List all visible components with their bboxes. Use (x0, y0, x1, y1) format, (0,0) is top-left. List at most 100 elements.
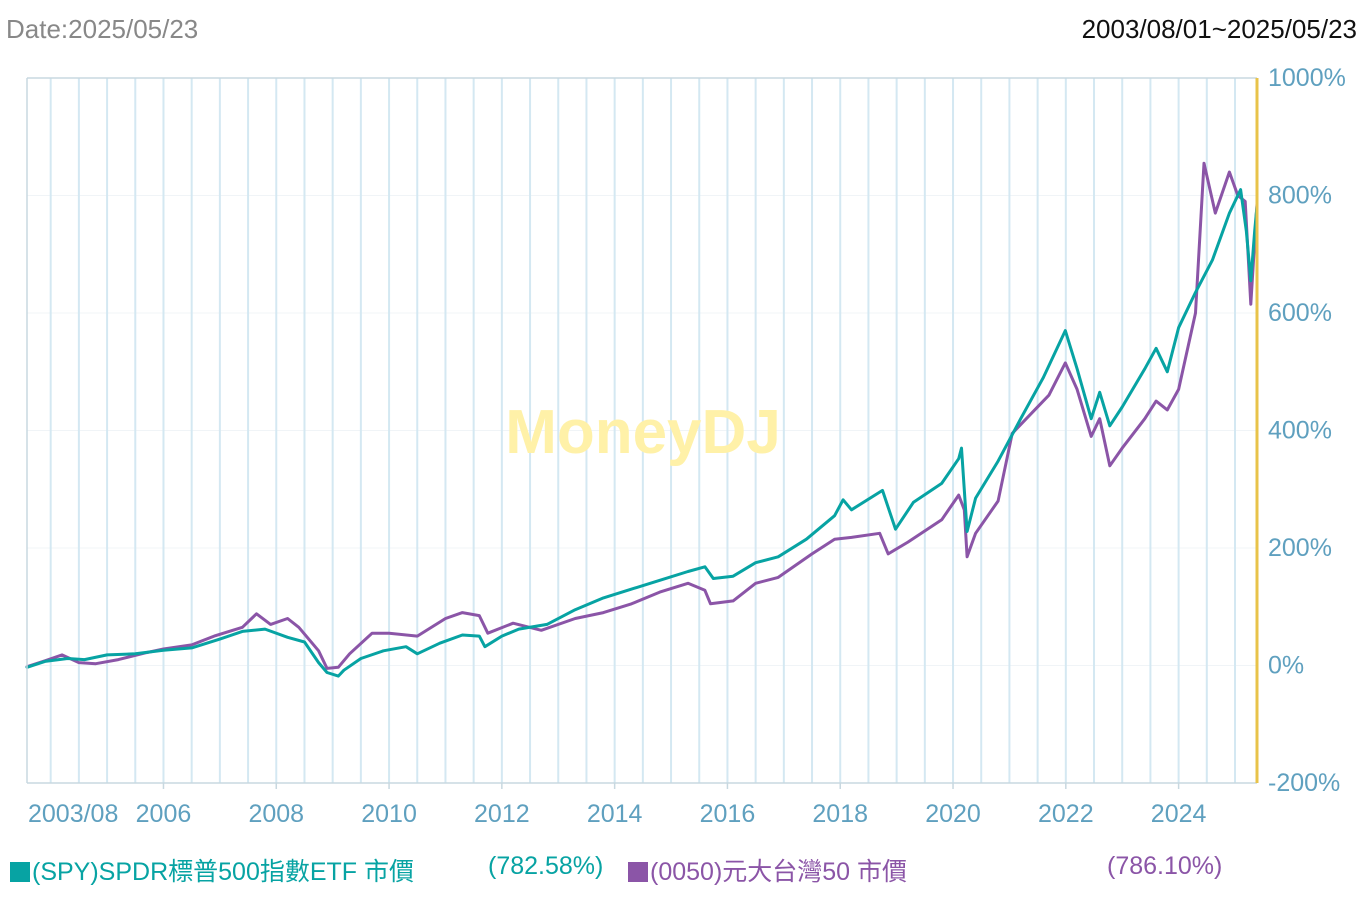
data-point-0050 (1244, 200, 1246, 203)
data-point-spy (1249, 279, 1252, 282)
x-tick-label: 2006 (136, 800, 192, 828)
data-point-0050 (1048, 394, 1050, 397)
legend-label-0050: (0050)元大台灣50 市價 (650, 858, 908, 886)
y-tick-label: 0% (1268, 652, 1304, 680)
data-point-spy (630, 588, 633, 590)
data-point-0050 (61, 654, 63, 656)
x-tick-label: 2012 (474, 800, 530, 828)
data-point-spy (974, 497, 977, 499)
data-point-0050 (574, 617, 576, 620)
data-point-spy (1194, 291, 1197, 294)
data-point-spy (1121, 406, 1124, 408)
data-point-0050 (298, 626, 300, 629)
data-point-spy (842, 499, 844, 501)
date-range-label: 2003/08/01~2025/05/23 (1081, 14, 1357, 44)
data-point-spy (219, 638, 221, 640)
data-point-spy (940, 482, 943, 485)
data-point-0050 (630, 603, 633, 605)
data-point-spy (1019, 417, 1022, 420)
x-tick-label: 2020 (925, 800, 981, 828)
data-point-spy (881, 489, 884, 492)
data-point-spy (957, 457, 960, 460)
data-point-0050 (687, 582, 689, 585)
watermark: MoneyDJ (505, 398, 781, 467)
data-point-spy (1042, 376, 1045, 379)
data-point-0050 (255, 613, 258, 615)
data-point-spy (190, 647, 193, 649)
data-point-spy (712, 577, 715, 580)
data-point-0050 (602, 611, 605, 614)
data-point-0050 (940, 519, 943, 521)
data-point-0050 (326, 667, 328, 670)
data-point-0050 (348, 652, 351, 655)
data-point-0050 (850, 536, 853, 539)
x-tick-label: 2003/08 (28, 800, 118, 828)
data-point-spy (162, 649, 165, 652)
data-point-spy (484, 645, 486, 648)
data-point-spy (850, 509, 853, 511)
data-point-0050 (966, 556, 968, 558)
data-point-spy (833, 514, 836, 517)
legend-swatch-0050 (628, 862, 648, 882)
data-point-spy (754, 561, 757, 564)
data-point-spy (574, 608, 576, 611)
data-point-0050 (1025, 417, 1028, 420)
y-tick-label: 800% (1268, 182, 1332, 210)
data-point-spy (1166, 370, 1169, 373)
data-point-0050 (811, 553, 813, 555)
data-point-0050 (78, 661, 80, 664)
data-point-spy (966, 530, 968, 533)
data-point-0050 (190, 644, 193, 646)
chart-axes: 1000% 800% 600% 400% 200% 0% -200% 2003/08 2006 2… (26, 64, 1346, 828)
data-point-spy (501, 635, 503, 637)
data-point-0050 (213, 635, 216, 637)
data-point-spy (1245, 229, 1248, 232)
legend-item-0050[interactable]: (0050)元大台灣50 市價 (628, 852, 907, 888)
data-point-spy (704, 566, 706, 568)
y-tick-label: 400% (1268, 417, 1332, 445)
data-point-0050 (478, 614, 481, 617)
data-point-0050 (1194, 312, 1197, 314)
y-tick-label: 1000% (1268, 64, 1346, 92)
legend-item-spy[interactable]: (SPY)SPDR標普500指數ETF 市價 (10, 852, 414, 888)
data-point-0050 (269, 623, 272, 626)
data-point-spy (997, 460, 999, 462)
data-point-0050 (709, 603, 712, 605)
data-point-spy (1253, 229, 1256, 232)
data-point-spy (106, 654, 108, 656)
x-tick-label: 2018 (812, 800, 868, 828)
data-point-spy (687, 570, 689, 573)
data-point-0050 (704, 589, 706, 592)
data-point-0050 (444, 617, 447, 620)
x-tick-label: 2022 (1038, 800, 1094, 828)
data-point-0050 (540, 629, 543, 632)
date-label: Date:2025/05/23 (6, 14, 199, 44)
data-point-spy (1109, 425, 1111, 427)
data-point-spy (912, 501, 915, 503)
x-tick-label: 2010 (361, 800, 417, 828)
data-point-spy (326, 671, 328, 674)
data-point-0050 (907, 541, 909, 543)
data-point-spy (382, 650, 385, 652)
data-point-0050 (416, 635, 419, 637)
data-point-spy (1228, 212, 1231, 214)
data-point-0050 (486, 632, 489, 634)
data-point-spy (1155, 347, 1157, 350)
data-point-0050 (461, 611, 464, 614)
data-point-0050 (1076, 388, 1078, 391)
data-point-0050 (957, 494, 960, 496)
data-point-spy (241, 630, 244, 633)
data-point-0050 (317, 650, 320, 652)
data-point-0050 (1214, 212, 1217, 214)
y-tick-label: 600% (1268, 299, 1332, 327)
data-point-spy (343, 669, 345, 671)
data-point-spy (416, 652, 419, 655)
data-point-spy (1177, 326, 1180, 329)
data-point-0050 (997, 500, 999, 502)
data-point-spy (732, 575, 734, 577)
data-point-spy (286, 636, 289, 639)
data-point-0050 (878, 532, 881, 535)
x-tick-label: 2024 (1151, 800, 1207, 828)
data-point-0050 (1155, 400, 1157, 402)
